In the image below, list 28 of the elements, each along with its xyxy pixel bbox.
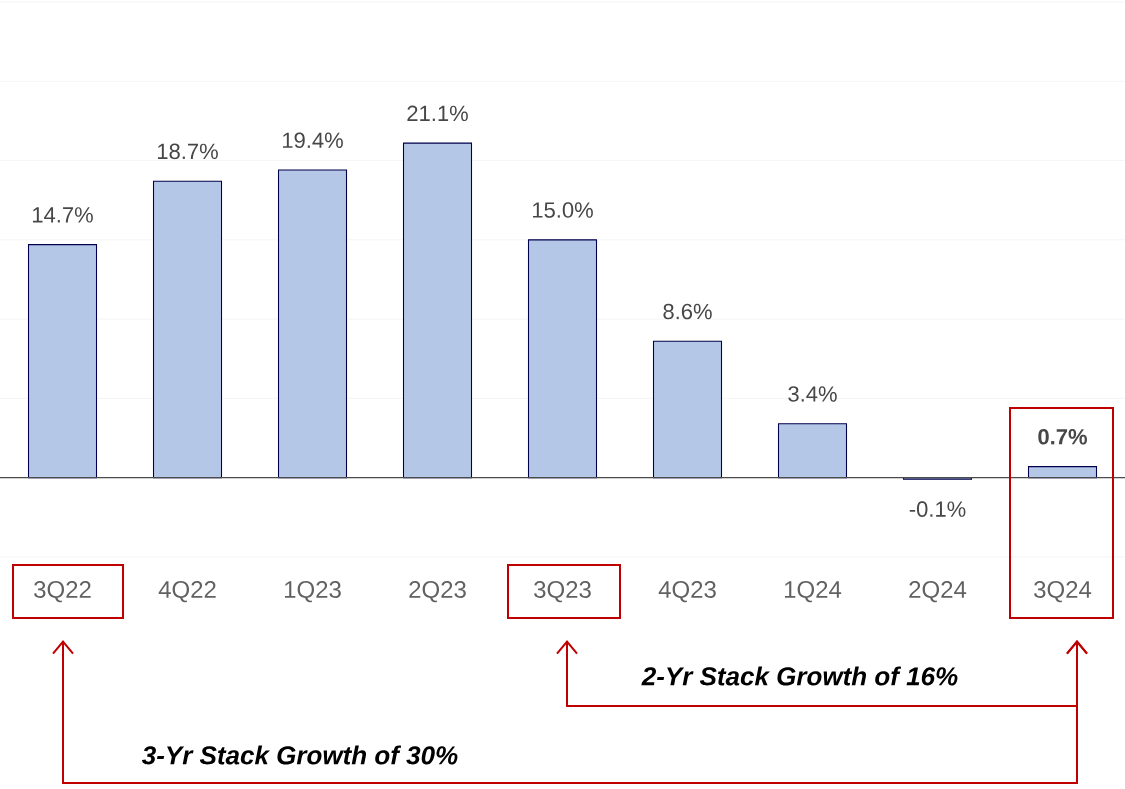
bar — [652, 340, 723, 479]
x-tick-label: 3Q23 — [534, 581, 591, 603]
bar — [152, 180, 223, 479]
data-label: 8.6% — [663, 303, 712, 320]
text: 3-Yr Stack Growth of 30% — [142, 745, 458, 765]
bar — [402, 142, 473, 479]
x-tick-label: 1Q23 — [284, 581, 341, 603]
x-tick-label: 1Q24 — [784, 581, 842, 603]
bar — [777, 423, 848, 479]
data-label: 14.7% — [32, 207, 93, 223]
text: 2-Yr Stack Growth of 16% — [641, 666, 958, 686]
bar — [1027, 466, 1098, 479]
data-label: 3.4% — [788, 386, 837, 402]
data-label: -0.1% — [909, 501, 966, 517]
x-tick-label: 2Q24 — [909, 581, 967, 603]
bar — [277, 169, 348, 479]
data-label: 0.7% — [1038, 428, 1087, 445]
x-tick-label: 4Q23 — [658, 581, 716, 603]
data-label: 19.4% — [282, 132, 343, 149]
x-tick-label: 3Q24 — [1034, 581, 1092, 603]
data-label: 15.0% — [532, 202, 593, 218]
x-tick-label: 2Q23 — [409, 581, 466, 603]
x-tick-label: 3Q22 — [34, 581, 91, 603]
bar — [527, 239, 598, 479]
data-label: 21.1% — [407, 105, 468, 122]
data-label: 18.7% — [157, 143, 218, 160]
bar — [27, 244, 98, 479]
x-tick-label: 4Q22 — [158, 581, 216, 603]
